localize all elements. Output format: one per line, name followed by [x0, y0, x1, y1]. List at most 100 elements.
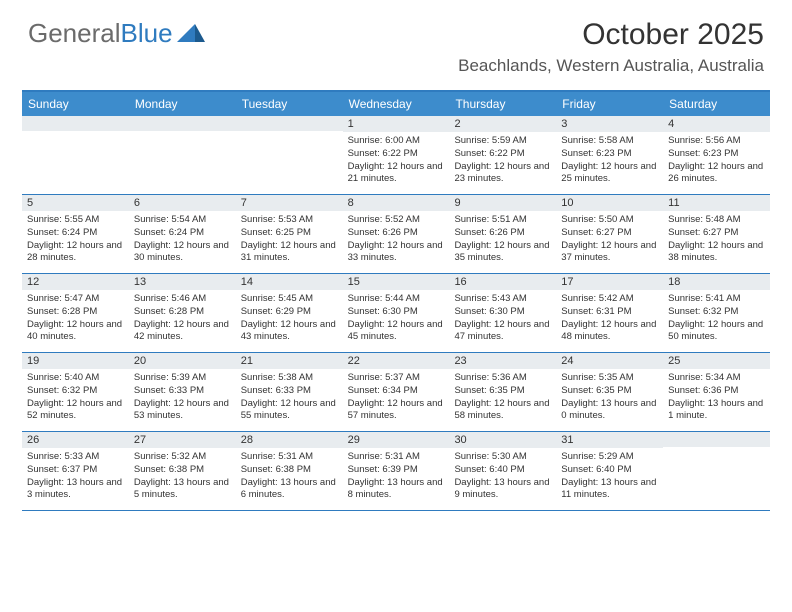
sunset-text: Sunset: 6:28 PM: [27, 306, 124, 319]
sunrise-text: Sunrise: 6:00 AM: [348, 135, 445, 148]
day-number: 23: [449, 353, 556, 369]
day-number: 1: [343, 116, 450, 132]
day-number: 5: [22, 195, 129, 211]
day-cell: 1 Sunrise: 6:00 AMSunset: 6:22 PMDaylight…: [343, 116, 450, 194]
sunrise-text: Sunrise: 5:52 AM: [348, 214, 445, 227]
day-cell: 29Sunrise: 5:31 AMSunset: 6:39 PMDayligh…: [343, 432, 450, 510]
day-number: 7: [236, 195, 343, 211]
day-number: 27: [129, 432, 236, 448]
week-row: 26Sunrise: 5:33 AMSunset: 6:37 PMDayligh…: [22, 432, 770, 511]
sunrise-text: Sunrise: 5:34 AM: [668, 372, 765, 385]
sunset-text: Sunset: 6:30 PM: [454, 306, 551, 319]
sunset-text: Sunset: 6:38 PM: [134, 464, 231, 477]
day-number: 19: [22, 353, 129, 369]
sunrise-text: Sunrise: 5:56 AM: [668, 135, 765, 148]
day-number: 16: [449, 274, 556, 290]
day-number: 22: [343, 353, 450, 369]
day-cell: 7Sunrise: 5:53 AMSunset: 6:25 PMDaylight…: [236, 195, 343, 273]
day-cell: 14Sunrise: 5:45 AMSunset: 6:29 PMDayligh…: [236, 274, 343, 352]
sunrise-text: Sunrise: 5:29 AM: [561, 451, 658, 464]
day-number: 26: [22, 432, 129, 448]
sunset-text: Sunset: 6:29 PM: [241, 306, 338, 319]
week-row: 12Sunrise: 5:47 AMSunset: 6:28 PMDayligh…: [22, 274, 770, 353]
sunrise-text: Sunrise: 5:53 AM: [241, 214, 338, 227]
sunset-text: Sunset: 6:32 PM: [668, 306, 765, 319]
logo-text-2: Blue: [121, 18, 173, 49]
month-title: October 2025: [458, 18, 764, 52]
day-cell: 26Sunrise: 5:33 AMSunset: 6:37 PMDayligh…: [22, 432, 129, 510]
sunrise-text: Sunrise: 5:39 AM: [134, 372, 231, 385]
daylight-text: Daylight: 12 hours and 45 minutes.: [348, 319, 445, 345]
sunrise-text: Sunrise: 5:58 AM: [561, 135, 658, 148]
day-number: [663, 432, 770, 447]
day-cell: 6Sunrise: 5:54 AMSunset: 6:24 PMDaylight…: [129, 195, 236, 273]
sunset-text: Sunset: 6:25 PM: [241, 227, 338, 240]
day-cell: [663, 432, 770, 510]
day-number: 28: [236, 432, 343, 448]
sunset-text: Sunset: 6:31 PM: [561, 306, 658, 319]
daylight-text: Daylight: 13 hours and 3 minutes.: [27, 477, 124, 503]
day-number: 31: [556, 432, 663, 448]
day-header: Tuesday: [236, 92, 343, 116]
sunset-text: Sunset: 6:38 PM: [241, 464, 338, 477]
sunset-text: Sunset: 6:35 PM: [454, 385, 551, 398]
daylight-text: Daylight: 13 hours and 0 minutes.: [561, 398, 658, 424]
day-number: 20: [129, 353, 236, 369]
sunset-text: Sunset: 6:40 PM: [561, 464, 658, 477]
day-number: 2: [449, 116, 556, 132]
day-cell: 19Sunrise: 5:40 AMSunset: 6:32 PMDayligh…: [22, 353, 129, 431]
sunrise-text: Sunrise: 5:44 AM: [348, 293, 445, 306]
weeks-container: 1Sunrise: 6:00 AMSunset: 6:22 PMDaylight…: [22, 116, 770, 511]
day-number: 17: [556, 274, 663, 290]
day-cell: 5Sunrise: 5:55 AMSunset: 6:24 PMDaylight…: [22, 195, 129, 273]
day-cell: 10Sunrise: 5:50 AMSunset: 6:27 PMDayligh…: [556, 195, 663, 273]
daylight-text: Daylight: 12 hours and 48 minutes.: [561, 319, 658, 345]
daylight-text: Daylight: 12 hours and 42 minutes.: [134, 319, 231, 345]
day-number: 30: [449, 432, 556, 448]
sunset-text: Sunset: 6:24 PM: [27, 227, 124, 240]
day-cell: 21Sunrise: 5:38 AMSunset: 6:33 PMDayligh…: [236, 353, 343, 431]
daylight-text: Daylight: 12 hours and 57 minutes.: [348, 398, 445, 424]
day-cell: 3Sunrise: 5:58 AMSunset: 6:23 PMDaylight…: [556, 116, 663, 194]
day-number: 9: [449, 195, 556, 211]
day-header: Sunday: [22, 92, 129, 116]
day-number: 6: [129, 195, 236, 211]
daylight-text: Daylight: 12 hours and 52 minutes.: [27, 398, 124, 424]
sunset-text: Sunset: 6:28 PM: [134, 306, 231, 319]
sunrise-text: Sunrise: 5:36 AM: [454, 372, 551, 385]
day-number: 14: [236, 274, 343, 290]
day-number: 12: [22, 274, 129, 290]
day-header: Monday: [129, 92, 236, 116]
day-header-row: SundayMondayTuesdayWednesdayThursdayFrid…: [22, 92, 770, 116]
sunset-text: Sunset: 6:26 PM: [454, 227, 551, 240]
day-number: 13: [129, 274, 236, 290]
sunrise-text: Sunrise: 5:40 AM: [27, 372, 124, 385]
daylight-text: Daylight: 13 hours and 8 minutes.: [348, 477, 445, 503]
sunrise-text: Sunrise: 5:38 AM: [241, 372, 338, 385]
sunset-text: Sunset: 6:22 PM: [454, 148, 551, 161]
day-cell: 4Sunrise: 5:56 AMSunset: 6:23 PMDaylight…: [663, 116, 770, 194]
day-cell: 9Sunrise: 5:51 AMSunset: 6:26 PMDaylight…: [449, 195, 556, 273]
sunset-text: Sunset: 6:34 PM: [348, 385, 445, 398]
daylight-text: Daylight: 12 hours and 26 minutes.: [668, 161, 765, 187]
sunrise-text: Sunrise: 5:43 AM: [454, 293, 551, 306]
day-cell: [22, 116, 129, 194]
sunrise-text: Sunrise: 5:55 AM: [27, 214, 124, 227]
daylight-text: Daylight: 12 hours and 21 minutes.: [348, 161, 445, 187]
sunset-text: Sunset: 6:30 PM: [348, 306, 445, 319]
day-number: 10: [556, 195, 663, 211]
sunset-text: Sunset: 6:23 PM: [668, 148, 765, 161]
day-number: 8: [343, 195, 450, 211]
sunset-text: Sunset: 6:26 PM: [348, 227, 445, 240]
logo: GeneralBlue: [28, 18, 205, 49]
daylight-text: Daylight: 12 hours and 33 minutes.: [348, 240, 445, 266]
sunrise-text: Sunrise: 5:32 AM: [134, 451, 231, 464]
day-header: Wednesday: [343, 92, 450, 116]
calendar: SundayMondayTuesdayWednesdayThursdayFrid…: [22, 90, 770, 511]
sunrise-text: Sunrise: 5:48 AM: [668, 214, 765, 227]
day-number: 25: [663, 353, 770, 369]
sunset-text: Sunset: 6:22 PM: [348, 148, 445, 161]
sunrise-text: Sunrise: 5:33 AM: [27, 451, 124, 464]
daylight-text: Daylight: 13 hours and 1 minute.: [668, 398, 765, 424]
daylight-text: Daylight: 13 hours and 9 minutes.: [454, 477, 551, 503]
